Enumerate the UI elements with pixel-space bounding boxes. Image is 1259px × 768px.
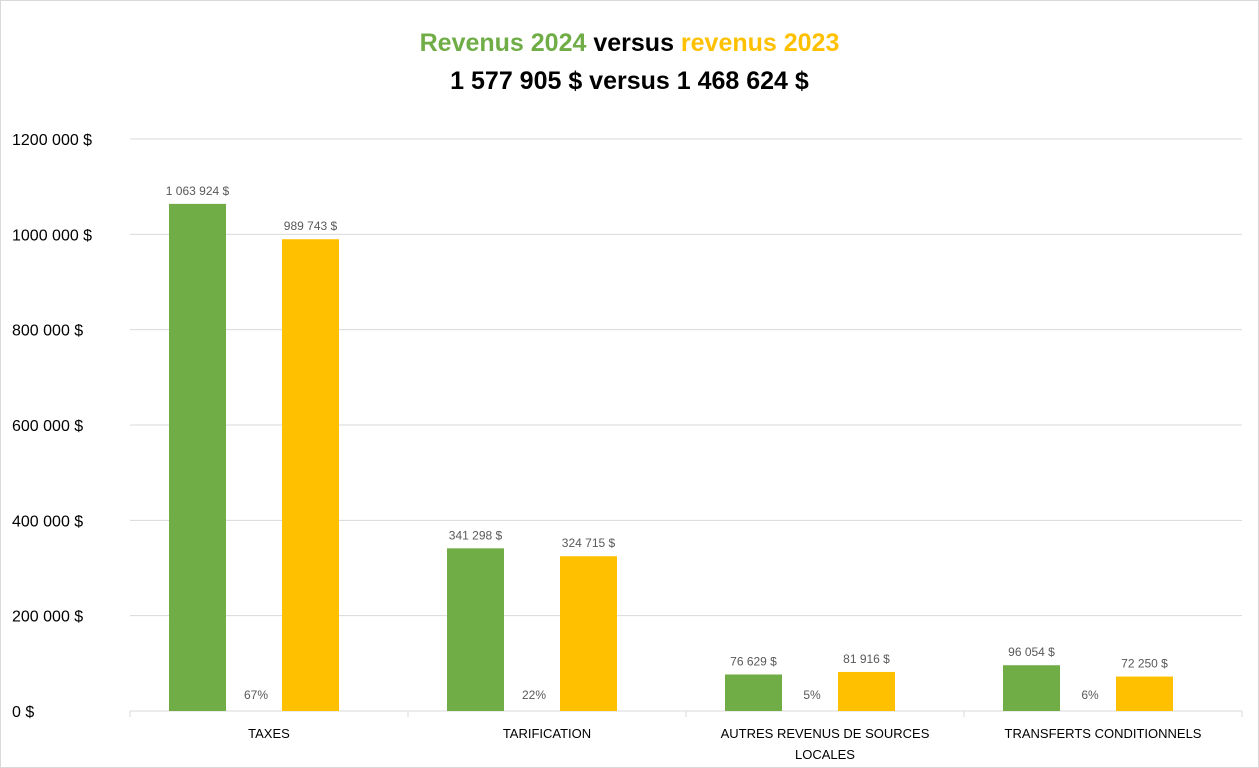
bar: [838, 671, 895, 711]
category-label: AUTRES REVENUS DE SOURCES: [721, 726, 930, 741]
y-tick-label: 800 000 $: [12, 323, 83, 340]
title-versus: versus: [586, 29, 681, 57]
bar: [1003, 665, 1060, 711]
bar-value-label: 341 298 $: [449, 528, 503, 542]
percent-label: 6%: [1081, 688, 1099, 702]
y-tick-label: 0 $: [12, 704, 34, 721]
y-tick-label: 1000 000 $: [12, 227, 92, 244]
category-label: LOCALES: [795, 747, 855, 762]
y-tick-label: 200 000 $: [12, 609, 83, 626]
bar-value-label: 324 715 $: [562, 536, 616, 550]
bar: [169, 203, 226, 711]
bar-value-label: 76 629 $: [730, 654, 777, 668]
bar-value-label: 81 916 $: [843, 652, 890, 666]
bar: [447, 548, 504, 711]
category-label: TAXES: [248, 726, 290, 741]
y-tick-label: 600 000 $: [12, 418, 83, 435]
bar-value-label: 96 054 $: [1008, 645, 1055, 659]
category-label: TRANSFERTS CONDITIONNELS: [1005, 726, 1202, 741]
bar-value-label: 72 250 $: [1121, 657, 1168, 671]
percent-label: 67%: [244, 688, 268, 702]
title-2024: Revenus 2024: [419, 29, 587, 57]
bar: [725, 674, 782, 711]
bar-value-label: 1 063 924 $: [166, 184, 230, 198]
y-tick-label: 1200 000 $: [12, 132, 92, 149]
chart-title: Revenus 2024 versus revenus 2023: [0, 26, 1259, 60]
bar: [560, 556, 617, 711]
bar: [1116, 676, 1173, 711]
percent-label: 22%: [522, 688, 546, 702]
y-tick-label: 400 000 $: [12, 513, 83, 530]
category-label: TARIFICATION: [503, 726, 591, 741]
title-2023: revenus 2023: [680, 29, 840, 57]
bar-value-label: 989 743 $: [284, 219, 338, 233]
chart-subtitle: 1 577 905 $ versus 1 468 624 $: [450, 67, 809, 95]
percent-label: 5%: [803, 688, 821, 702]
bar: [282, 239, 339, 711]
